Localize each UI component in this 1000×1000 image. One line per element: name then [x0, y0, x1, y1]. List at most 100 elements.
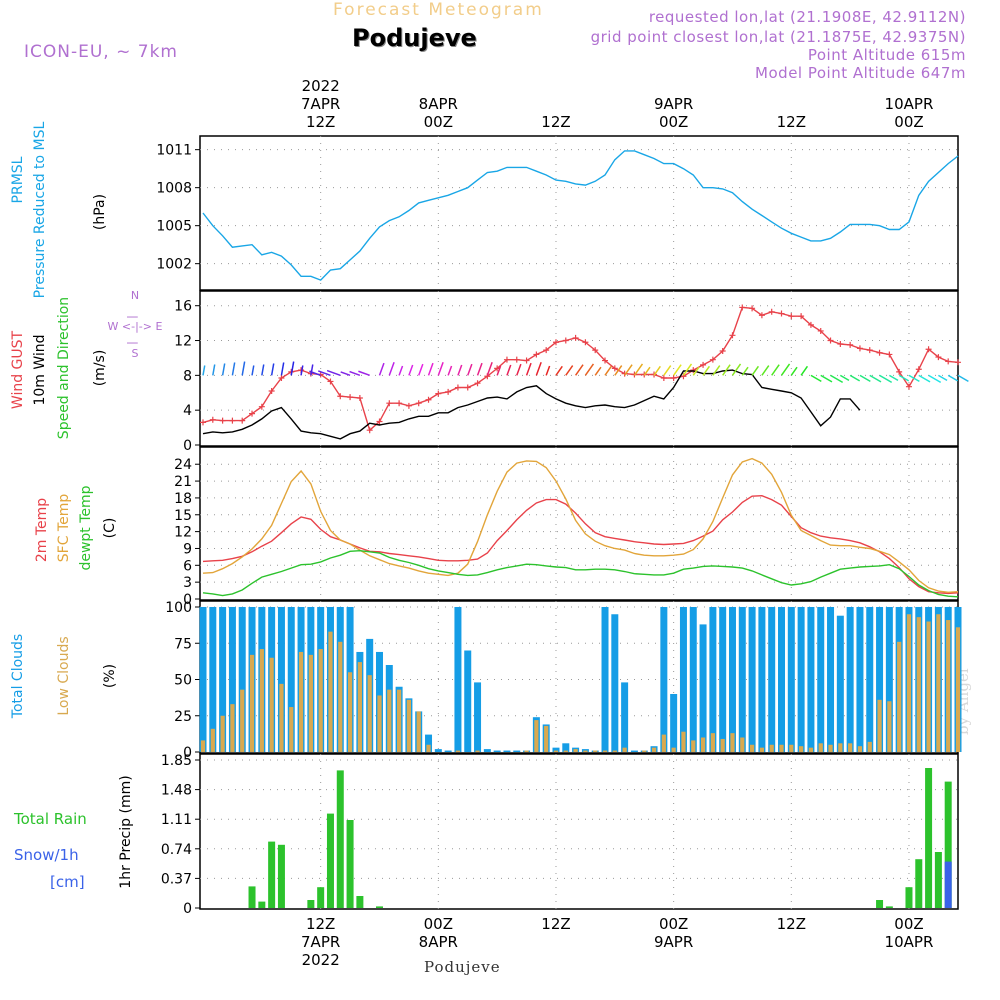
low-cloud-bar [475, 750, 480, 752]
y-tick-label: 50 [174, 673, 192, 689]
total-cloud-bar [513, 750, 521, 752]
low-cloud-bar [661, 734, 666, 752]
wind-arrow [771, 364, 780, 376]
low-cloud-bar [642, 750, 647, 752]
total-cloud-bar [885, 607, 893, 752]
wind-arrow [349, 370, 361, 377]
y-tick-label: 0.74 [161, 842, 192, 858]
top-time-label: 00Z [894, 113, 923, 131]
top-time-label: 2022 [302, 77, 340, 95]
wind-arrow [555, 365, 563, 376]
low-cloud-bar [249, 654, 255, 752]
y-tick-label: 24 [174, 457, 192, 473]
low-cloud-bar [789, 744, 794, 752]
bottom-time-label: 00Z [894, 915, 923, 933]
temp2m-label: 2m Temp [34, 498, 50, 562]
low-cloud-bar [877, 699, 882, 752]
low-cloud-bar [749, 744, 755, 752]
wind-arrow [408, 364, 414, 376]
rain-bar [277, 844, 285, 908]
gust-marker [690, 367, 697, 374]
wind-arrow [879, 374, 893, 384]
low-cloud-bar [347, 672, 353, 752]
total-cloud-bar [876, 607, 884, 752]
wind-line [202, 369, 861, 440]
gust-marker [905, 383, 912, 390]
wind-arrow [437, 361, 444, 376]
bottom-time-label: 12Z [306, 915, 335, 933]
gust-marker [670, 374, 677, 381]
low-cloud-bar [955, 627, 961, 752]
wind-arrow [653, 365, 661, 376]
gust-marker [709, 356, 716, 363]
total-cloud-bar [611, 614, 619, 752]
low-cloud-bar [308, 654, 313, 752]
snow-label: Snow/1h [14, 846, 79, 864]
wind-arrow [388, 361, 395, 376]
low-cloud-bar [298, 651, 304, 752]
wind-arrow [310, 364, 314, 376]
wind-arrow [849, 374, 861, 382]
sfc-temp-label: SFC Temp [56, 494, 72, 563]
gust-marker [896, 368, 903, 375]
wind-arrow [692, 366, 700, 376]
top-time-label: 7APR [301, 95, 340, 113]
low-cloud-bar [416, 711, 421, 752]
total-cloud-bar [552, 747, 560, 752]
gust-marker [935, 354, 942, 361]
bottom-time-label: 2022 [302, 951, 340, 969]
total-cloud-bar [287, 607, 295, 752]
wind-arrow [309, 370, 321, 377]
gust-marker [798, 313, 805, 320]
gust-marker [513, 356, 520, 363]
gust-marker [249, 410, 256, 417]
low-cloud-bar [838, 743, 843, 752]
low-cloud-bar [857, 746, 863, 752]
top-time-label: 10APR [885, 95, 934, 113]
wind-arrow [839, 374, 850, 382]
wind-arrow [761, 365, 770, 376]
rain-bar [326, 813, 334, 908]
total-cloud-bar [758, 607, 766, 752]
pressure-name-label: PRMSL [10, 156, 26, 203]
wind-arrow [221, 363, 226, 376]
total-cloud-bar [817, 607, 825, 752]
gust-marker [611, 365, 618, 372]
wind-arrow [830, 374, 844, 384]
total-cloud-bar [748, 607, 756, 752]
low-cloud-bar [828, 744, 833, 752]
wind-arrow [810, 374, 822, 383]
gust-marker [425, 396, 432, 403]
wind-arrow [280, 362, 285, 376]
bottom-time-label: 12Z [777, 915, 806, 933]
low-cloud-bar [524, 750, 529, 752]
point-altitude: Point Altitude 615m [807, 46, 966, 64]
total-cloud-bar [738, 607, 746, 752]
wind-arrow [241, 361, 246, 376]
gust-marker [533, 351, 540, 358]
gust-marker [337, 393, 344, 400]
gust-marker [376, 418, 383, 425]
pressure-line [202, 150, 959, 281]
low-cloud-bar [387, 689, 392, 752]
total-cloud-bar [689, 607, 697, 752]
wind-arrow [731, 363, 742, 376]
total-cloud-bar [728, 607, 736, 752]
bottom-time-label: 00Z [659, 915, 688, 933]
total-cloud-bar [228, 607, 236, 752]
low-cloud-bar [681, 731, 686, 752]
total-cloud-bar [709, 607, 717, 752]
total-cloud-bar [778, 607, 786, 752]
temp2m-line [202, 494, 959, 595]
rain-bar [336, 770, 344, 908]
rain-bar [885, 906, 893, 908]
gust-marker [602, 357, 609, 364]
rain-label: Total Rain [13, 810, 87, 828]
bottom-time-label: 12Z [541, 915, 570, 933]
wind-arrow [614, 365, 623, 376]
wind-arrow [516, 363, 522, 376]
rain-bar [307, 900, 315, 908]
rain-bar [317, 887, 325, 908]
low-cloud-bar [671, 747, 676, 752]
compass-we-label: W <-|-> E [108, 320, 163, 333]
